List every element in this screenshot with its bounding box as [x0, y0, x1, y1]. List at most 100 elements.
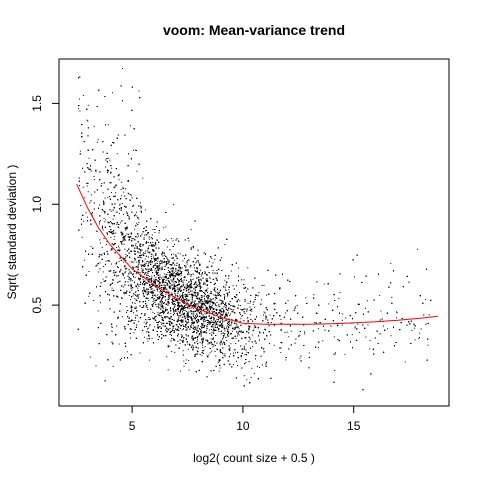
data-point: [252, 346, 254, 348]
data-point: [163, 254, 165, 256]
data-point: [239, 292, 240, 293]
data-point: [81, 236, 83, 238]
data-point: [158, 270, 159, 272]
data-point: [192, 335, 194, 337]
data-point: [112, 218, 114, 220]
data-point: [226, 340, 228, 341]
data-point: [207, 320, 209, 322]
data-point: [166, 288, 168, 290]
data-point: [173, 339, 175, 341]
data-point: [141, 267, 143, 269]
data-point: [261, 285, 263, 286]
data-point: [216, 305, 218, 307]
data-point: [178, 311, 180, 313]
data-point: [195, 353, 197, 355]
data-point: [118, 245, 120, 247]
data-point: [251, 309, 253, 311]
data-point: [105, 219, 107, 221]
data-point: [159, 269, 161, 271]
data-point: [181, 280, 183, 282]
data-point: [187, 260, 188, 262]
data-point: [145, 255, 147, 257]
data-point: [160, 322, 162, 324]
data-point: [207, 308, 209, 310]
data-point: [202, 325, 204, 327]
data-point: [146, 338, 148, 340]
data-point: [109, 159, 111, 161]
data-point: [121, 316, 123, 318]
data-point: [180, 266, 182, 268]
data-point: [116, 211, 118, 213]
data-point: [316, 312, 318, 314]
data-point: [186, 263, 188, 265]
data-point: [227, 328, 229, 330]
data-point: [365, 336, 367, 338]
data-point: [116, 247, 118, 248]
data-point: [193, 318, 195, 320]
data-point: [162, 276, 164, 278]
data-point: [191, 323, 193, 325]
data-point: [223, 306, 225, 308]
data-point: [179, 309, 181, 311]
data-point: [152, 241, 154, 243]
data-point: [341, 319, 343, 321]
data-point: [366, 300, 368, 302]
data-point: [137, 264, 139, 266]
data-point: [206, 280, 208, 282]
data-point: [254, 306, 256, 308]
data-point: [88, 157, 90, 159]
data-point: [201, 299, 203, 301]
data-point: [124, 271, 126, 273]
data-point: [149, 319, 151, 320]
data-point: [200, 330, 202, 332]
data-point: [143, 228, 144, 229]
data-point: [153, 298, 155, 300]
data-point: [142, 283, 143, 284]
data-point: [259, 366, 260, 368]
data-point: [212, 262, 214, 264]
data-point: [165, 285, 167, 287]
data-point: [167, 311, 169, 313]
data-point: [419, 337, 420, 338]
data-point: [164, 273, 166, 275]
data-point: [121, 357, 122, 359]
data-point: [202, 337, 204, 339]
data-point: [160, 300, 162, 302]
data-point: [165, 226, 167, 228]
data-point: [157, 290, 159, 292]
data-point: [198, 303, 200, 305]
data-point: [230, 353, 232, 355]
data-point: [427, 344, 429, 346]
data-point: [141, 277, 143, 279]
data-point: [246, 351, 248, 353]
data-point: [369, 348, 371, 350]
data-point: [167, 278, 169, 280]
data-point: [237, 365, 239, 366]
data-point: [214, 321, 216, 323]
data-point: [209, 303, 211, 305]
data-point: [172, 281, 174, 283]
data-point: [148, 359, 150, 361]
data-point: [273, 344, 275, 346]
data-point: [187, 281, 189, 283]
data-point: [263, 311, 265, 313]
data-point: [211, 310, 213, 312]
data-point: [203, 309, 205, 311]
data-point: [237, 333, 239, 335]
data-point: [191, 290, 193, 292]
data-point: [83, 259, 85, 261]
data-point: [242, 314, 243, 316]
data-point: [218, 305, 220, 307]
data-point: [232, 285, 234, 287]
data-point: [131, 197, 133, 199]
data-point: [152, 290, 154, 292]
data-point: [174, 313, 175, 314]
data-point: [148, 245, 150, 247]
data-point: [122, 186, 124, 188]
data-point: [115, 211, 117, 213]
data-point: [113, 238, 115, 240]
data-point: [136, 284, 138, 286]
data-point: [226, 319, 228, 321]
data-point: [266, 294, 267, 296]
data-point: [140, 252, 142, 254]
